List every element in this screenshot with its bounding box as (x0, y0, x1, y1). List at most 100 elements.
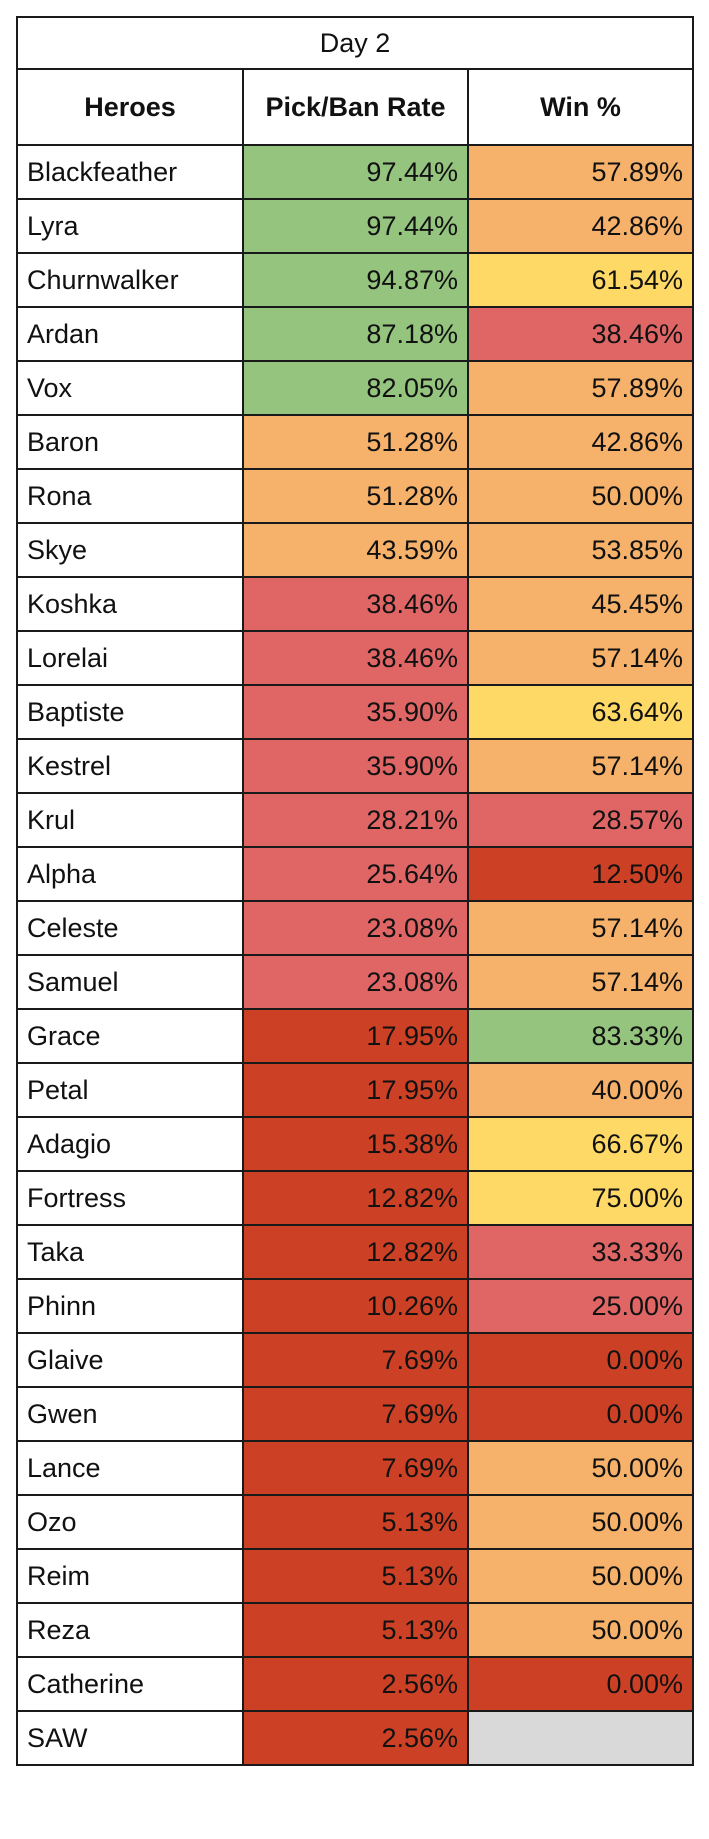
pick-ban-rate-cell: 25.64% (242, 846, 469, 902)
pick-ban-rate-cell: 17.95% (242, 1008, 469, 1064)
pick-ban-rate-cell: 35.90% (242, 738, 469, 794)
pick-ban-rate-cell: 23.08% (242, 954, 469, 1010)
win-percent-cell: 61.54% (466, 252, 695, 308)
pick-ban-rate-cell: 2.56% (242, 1656, 469, 1712)
table-row: Reza 5.13% 50.00% (16, 1602, 695, 1658)
hero-name-cell: Baron (16, 414, 244, 470)
title-row: Day 2 (15, 16, 695, 70)
hero-name-cell: Lance (16, 1440, 244, 1496)
win-percent-cell: 57.14% (466, 900, 695, 956)
table-row: Glaive 7.69% 0.00% (16, 1332, 695, 1388)
hero-name-cell: Adagio (16, 1116, 244, 1172)
pick-ban-rate-cell: 5.13% (242, 1494, 469, 1550)
win-percent-cell: 0.00% (466, 1386, 695, 1442)
hero-name-cell: Koshka (16, 576, 244, 632)
win-percent-cell: 57.14% (466, 630, 695, 686)
hero-name-cell: Kestrel (16, 738, 244, 794)
win-percent-cell (466, 1710, 695, 1766)
hero-name-cell: Gwen (16, 1386, 244, 1442)
pick-ban-rate-cell: 5.13% (242, 1548, 469, 1604)
table-row: Samuel 23.08% 57.14% (16, 954, 695, 1010)
table-row: Grace 17.95% 83.33% (16, 1008, 695, 1064)
table-row: Koshka 38.46% 45.45% (16, 576, 695, 632)
hero-name-cell: Ozo (16, 1494, 244, 1550)
pick-ban-rate-cell: 12.82% (242, 1170, 469, 1226)
win-percent-cell: 25.00% (466, 1278, 695, 1334)
table-row: Churnwalker 94.87% 61.54% (16, 252, 695, 308)
hero-name-cell: Petal (16, 1062, 244, 1118)
column-header-win-percent: Win % (466, 68, 695, 146)
hero-name-cell: Skye (16, 522, 244, 578)
hero-name-cell: Churnwalker (16, 252, 244, 308)
win-percent-cell: 12.50% (466, 846, 695, 902)
column-header-pick-ban-rate: Pick/Ban Rate (242, 68, 469, 146)
table-row: Lorelai 38.46% 57.14% (16, 630, 695, 686)
hero-name-cell: Taka (16, 1224, 244, 1280)
table-row: Fortress 12.82% 75.00% (16, 1170, 695, 1226)
win-percent-cell: 40.00% (466, 1062, 695, 1118)
hero-name-cell: Reim (16, 1548, 244, 1604)
hero-name-cell: Fortress (16, 1170, 244, 1226)
pick-ban-rate-cell: 15.38% (242, 1116, 469, 1172)
hero-name-cell: Catherine (16, 1656, 244, 1712)
pick-ban-rate-cell: 7.69% (242, 1386, 469, 1442)
hero-name-cell: Baptiste (16, 684, 244, 740)
pick-ban-rate-cell: 97.44% (242, 144, 469, 200)
hero-name-cell: SAW (16, 1710, 244, 1766)
win-percent-cell: 45.45% (466, 576, 695, 632)
hero-name-cell: Alpha (16, 846, 244, 902)
hero-name-cell: Celeste (16, 900, 244, 956)
table-row: Phinn 10.26% 25.00% (16, 1278, 695, 1334)
hero-name-cell: Ardan (16, 306, 244, 362)
pick-ban-rate-cell: 35.90% (242, 684, 469, 740)
table-row: Ozo 5.13% 50.00% (16, 1494, 695, 1550)
pick-ban-rate-cell: 2.56% (242, 1710, 469, 1766)
table-title: Day 2 (15, 16, 695, 70)
column-header-heroes: Heroes (16, 68, 244, 146)
table-row: Lance 7.69% 50.00% (16, 1440, 695, 1496)
pick-ban-rate-cell: 51.28% (242, 468, 469, 524)
win-percent-cell: 28.57% (466, 792, 695, 848)
table-row: Alpha 25.64% 12.50% (16, 846, 695, 902)
table-row: Baptiste 35.90% 63.64% (16, 684, 695, 740)
win-percent-cell: 33.33% (466, 1224, 695, 1280)
table-row: Adagio 15.38% 66.67% (16, 1116, 695, 1172)
hero-name-cell: Samuel (16, 954, 244, 1010)
table-row: SAW 2.56% (16, 1710, 695, 1766)
win-percent-cell: 0.00% (466, 1332, 695, 1388)
hero-name-cell: Glaive (16, 1332, 244, 1388)
pick-ban-rate-cell: 10.26% (242, 1278, 469, 1334)
hero-name-cell: Lyra (16, 198, 244, 254)
pick-ban-rate-cell: 38.46% (242, 576, 469, 632)
table-row: Skye 43.59% 53.85% (16, 522, 695, 578)
hero-stats-table: Day 2 Heroes Pick/Ban Rate Win % Blackfe… (15, 16, 695, 1766)
win-percent-cell: 57.14% (466, 954, 695, 1010)
pick-ban-rate-cell: 12.82% (242, 1224, 469, 1280)
win-percent-cell: 83.33% (466, 1008, 695, 1064)
pick-ban-rate-cell: 17.95% (242, 1062, 469, 1118)
hero-name-cell: Blackfeather (16, 144, 244, 200)
win-percent-cell: 50.00% (466, 468, 695, 524)
table-body: Blackfeather 97.44% 57.89% Lyra 97.44% 42.86%… (16, 144, 695, 1766)
hero-name-cell: Vox (16, 360, 244, 416)
table-row: Reim 5.13% 50.00% (16, 1548, 695, 1604)
win-percent-cell: 38.46% (466, 306, 695, 362)
win-percent-cell: 63.64% (466, 684, 695, 740)
pick-ban-rate-cell: 97.44% (242, 198, 469, 254)
table-row: Rona 51.28% 50.00% (16, 468, 695, 524)
win-percent-cell: 57.14% (466, 738, 695, 794)
win-percent-cell: 57.89% (466, 144, 695, 200)
hero-name-cell: Krul (16, 792, 244, 848)
pick-ban-rate-cell: 82.05% (242, 360, 469, 416)
table-row: Celeste 23.08% 57.14% (16, 900, 695, 956)
pick-ban-rate-cell: 5.13% (242, 1602, 469, 1658)
hero-name-cell: Lorelai (16, 630, 244, 686)
table-row: Petal 17.95% 40.00% (16, 1062, 695, 1118)
table-row: Blackfeather 97.44% 57.89% (16, 144, 695, 200)
pick-ban-rate-cell: 38.46% (242, 630, 469, 686)
win-percent-cell: 53.85% (466, 522, 695, 578)
pick-ban-rate-cell: 7.69% (242, 1332, 469, 1388)
win-percent-cell: 42.86% (466, 198, 695, 254)
table-row: Baron 51.28% 42.86% (16, 414, 695, 470)
win-percent-cell: 50.00% (466, 1494, 695, 1550)
